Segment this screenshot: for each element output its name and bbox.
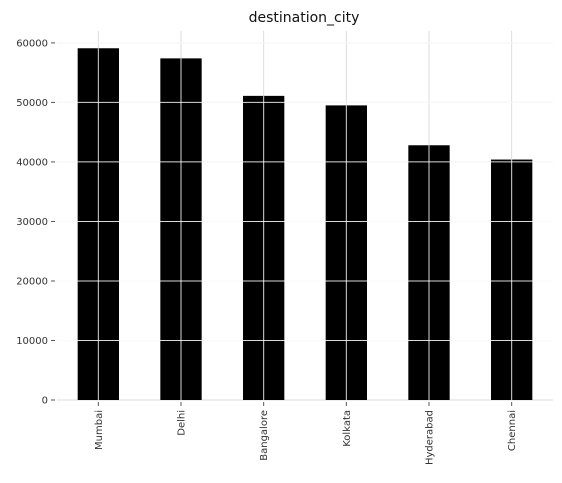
bars bbox=[77, 48, 533, 401]
x-tick-label-chennai: Chennai bbox=[507, 410, 518, 451]
y-axis: 0 10000 20000 30000 40000 50000 60000 bbox=[16, 38, 55, 407]
x-tick-label-delhi: Delhi bbox=[177, 410, 188, 436]
x-tick-label-hyderabad: Hyderabad bbox=[425, 410, 436, 465]
y-tick-label: 20000 bbox=[16, 276, 48, 287]
y-tick-label: 30000 bbox=[16, 217, 48, 228]
grid-lines bbox=[57, 31, 553, 401]
y-tick-label: 50000 bbox=[16, 98, 48, 109]
y-tick-label: 0 bbox=[42, 396, 48, 407]
x-tick-label-kolkata: Kolkata bbox=[342, 410, 353, 447]
x-tick-label-bangalore: Bangalore bbox=[259, 410, 270, 461]
y-tick-label: 60000 bbox=[16, 38, 48, 49]
x-tick-label-mumbai: Mumbai bbox=[94, 410, 105, 450]
bar-overlay-grid bbox=[57, 42, 553, 400]
y-tick-label: 10000 bbox=[16, 336, 48, 347]
chart-title: destination_city bbox=[249, 10, 360, 26]
y-tick-label: 40000 bbox=[16, 157, 48, 168]
x-axis: Mumbai Delhi Bangalore Kolkata Hyderabad Chen… bbox=[94, 402, 518, 465]
